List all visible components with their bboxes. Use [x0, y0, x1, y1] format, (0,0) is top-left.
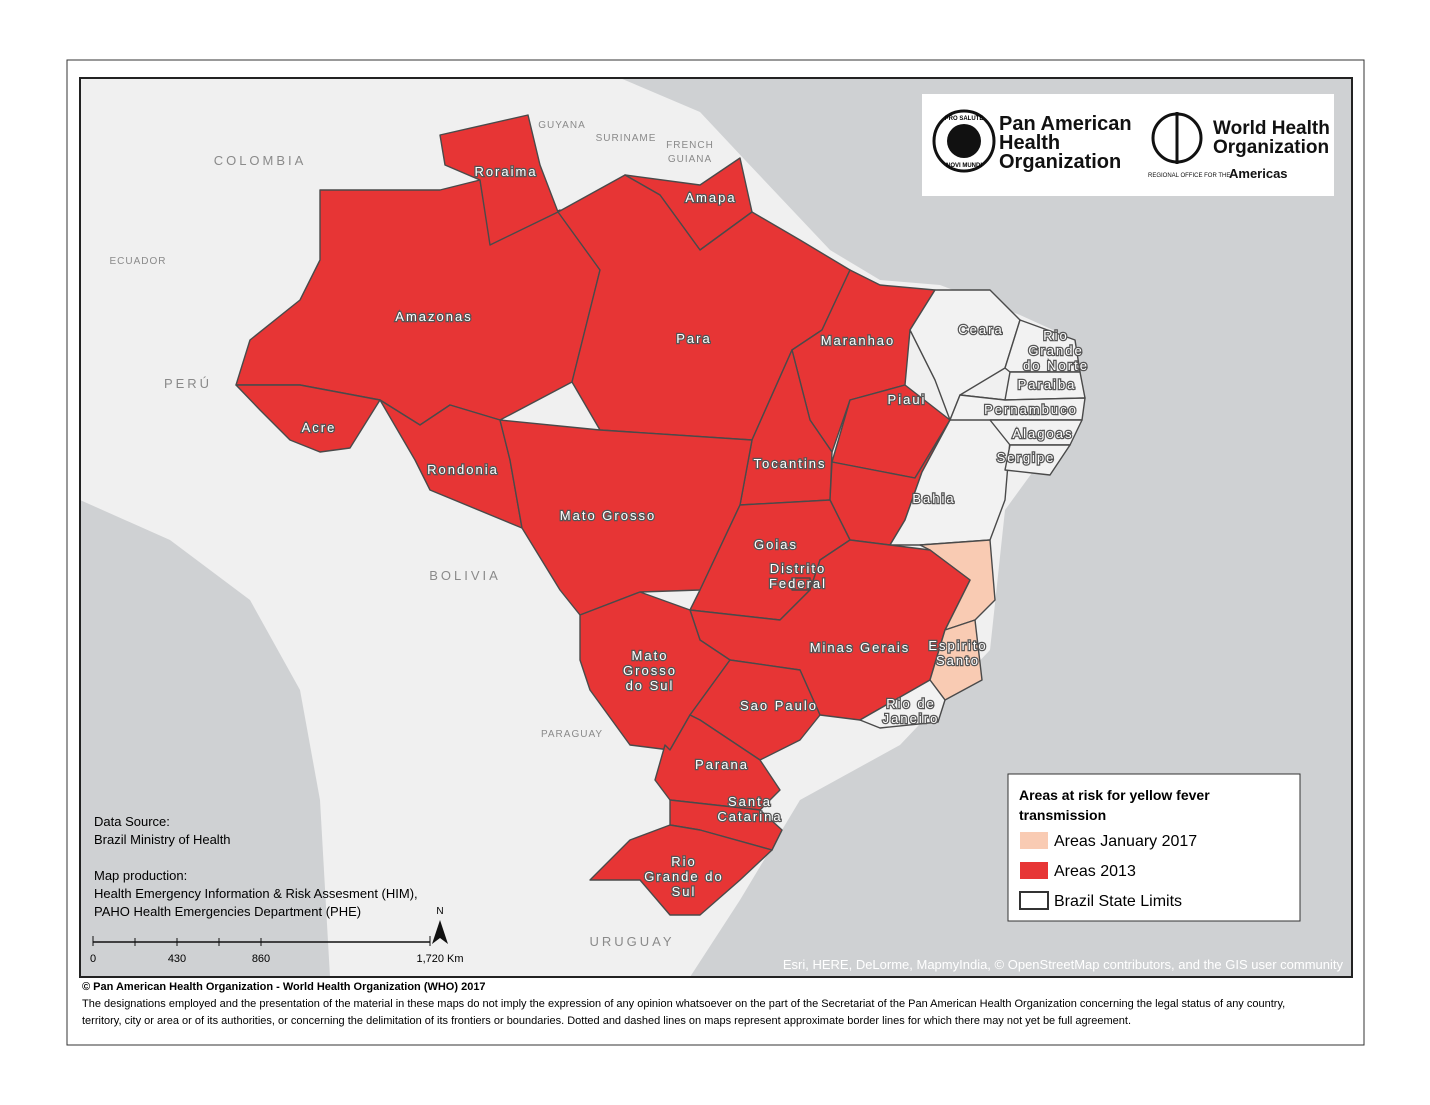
pacific-ocean	[80, 500, 330, 977]
state-label: do Norte	[1023, 358, 1089, 373]
state-label: Espirito	[928, 638, 987, 653]
paho-name: Pan American	[999, 113, 1132, 135]
state-label: Maranhao	[821, 333, 896, 348]
footer-disclaimer: The designations employed and the presen…	[82, 998, 1285, 1010]
state-label: Sao Paulo	[740, 698, 818, 713]
who-name: World Health	[1213, 118, 1330, 139]
state-label: Sergipe	[997, 450, 1056, 465]
scale-label: 0	[90, 953, 96, 965]
logo-box	[922, 94, 1334, 196]
legend-items: Areas January 2017 Areas 2013 Brazil State…	[1019, 832, 1197, 910]
footer-copyright: © Pan American Health Organization - Wor…	[82, 981, 486, 993]
state-shape	[689, 539, 971, 721]
country-label: ECUADOR	[109, 256, 166, 267]
state-label: Rio	[1043, 328, 1069, 343]
labels: COLOMBIA ECUADOR PERÚ BOLIVIA PARAGUAY URUGUA…	[109, 120, 1088, 949]
scale-label: 430	[168, 953, 186, 965]
state-shape	[589, 824, 773, 916]
country-label: BOLIVIA	[429, 568, 501, 583]
state-label: Rondonia	[427, 462, 499, 477]
state-label: Rio de	[886, 696, 936, 711]
paho-motto: PRO SALUTE	[945, 116, 984, 122]
state-label: Para	[676, 331, 711, 346]
state-label: Federal	[769, 576, 827, 591]
paho-motto: NOVI MUNDI	[946, 163, 982, 169]
state-label: Minas Gerais	[810, 640, 911, 655]
legend-box	[1007, 773, 1301, 922]
legend-swatch	[1020, 832, 1048, 849]
distrito-federal	[791, 577, 811, 591]
production-heading: Map production:	[94, 868, 187, 883]
state-label: Santa	[728, 794, 772, 809]
state-label: Distrito	[770, 561, 826, 576]
north-arrow	[432, 920, 448, 944]
scale-label: 1,720 Km	[416, 953, 463, 965]
state-label: Alagoas	[1013, 426, 1074, 441]
legend-label: Areas January 2017	[1054, 833, 1197, 850]
legend-label: Areas 2013	[1054, 863, 1136, 880]
state-label: Grosso	[623, 663, 677, 678]
state-label: Santo	[936, 653, 980, 668]
paho-globe	[947, 124, 981, 158]
state-label: Mato Grosso	[560, 508, 656, 523]
state-label: Paraiba	[1018, 377, 1077, 392]
state-label: Mato	[632, 648, 669, 663]
source-text: Brazil Ministry of Health	[94, 832, 231, 847]
map-frame	[79, 77, 1353, 978]
legend-title: Areas at risk for yellow fever	[1019, 787, 1210, 803]
country-label: COLOMBIA	[214, 153, 307, 168]
attribution: Esri, HERE, DeLorme, MapmyIndia, © OpenS…	[783, 957, 1344, 972]
states	[235, 114, 1086, 916]
legend-label: Brazil State Limits	[1054, 893, 1182, 910]
state-label: Amapa	[685, 190, 736, 205]
state-label: Grande do	[644, 869, 723, 884]
state-label: do Sul	[626, 678, 675, 693]
paho-name: Health	[999, 132, 1060, 154]
scale-bar: 0 430 860 1,720 Km N	[90, 906, 464, 965]
state-label: Janeiro	[883, 711, 940, 726]
state-label: Acre	[302, 420, 337, 435]
state-label: Bahia	[912, 491, 955, 506]
scale-label: 860	[252, 953, 270, 965]
state-label: Amazonas	[395, 309, 472, 324]
state-label: Tocantins	[754, 456, 827, 471]
state-shape	[235, 384, 381, 453]
who-office: REGIONAL OFFICE FOR THE	[1148, 173, 1230, 179]
production-text: Health Emergency Information & Risk Asse…	[94, 886, 418, 901]
who-name: Organization	[1213, 137, 1329, 158]
country-label: GUIANA	[668, 154, 712, 165]
legend-swatch	[1020, 862, 1048, 879]
footer-disclaimer: territory, city or area or of its author…	[82, 1015, 1131, 1027]
production-text: PAHO Health Emergencies Department (PHE)	[94, 904, 361, 919]
state-label: Goias	[754, 537, 798, 552]
country-label: SURINAME	[596, 133, 657, 144]
legend-title: transmission	[1019, 807, 1106, 823]
country-label: PARAGUAY	[541, 729, 603, 740]
state-label: Catarina	[717, 809, 782, 824]
state-shape	[929, 619, 983, 701]
country-label: GUYANA	[538, 120, 586, 131]
state-label: Sul	[672, 884, 697, 899]
country-label: FRENCH	[666, 140, 714, 151]
state-label: Piaui	[888, 392, 927, 407]
who-region: Americas	[1229, 166, 1288, 181]
state-label: Roraima	[474, 164, 537, 179]
state-shape	[439, 114, 559, 246]
paho-name: Organization	[999, 151, 1121, 173]
state-label: Grande	[1028, 343, 1083, 358]
north-label: N	[436, 906, 443, 917]
legend-swatch	[1019, 891, 1049, 910]
country-label: URUGUAY	[589, 934, 674, 949]
state-shape	[859, 679, 946, 729]
state-label: Rio	[671, 854, 697, 869]
paho-emblem	[932, 109, 996, 173]
state-label: Ceara	[958, 322, 1003, 337]
state-label: Pernambuco	[984, 402, 1078, 417]
country-label: PERÚ	[164, 376, 212, 391]
atlantic-ocean	[560, 78, 1352, 977]
source-heading: Data Source:	[94, 814, 170, 829]
state-label: Parana	[695, 757, 749, 772]
state-shape	[1004, 444, 1071, 476]
